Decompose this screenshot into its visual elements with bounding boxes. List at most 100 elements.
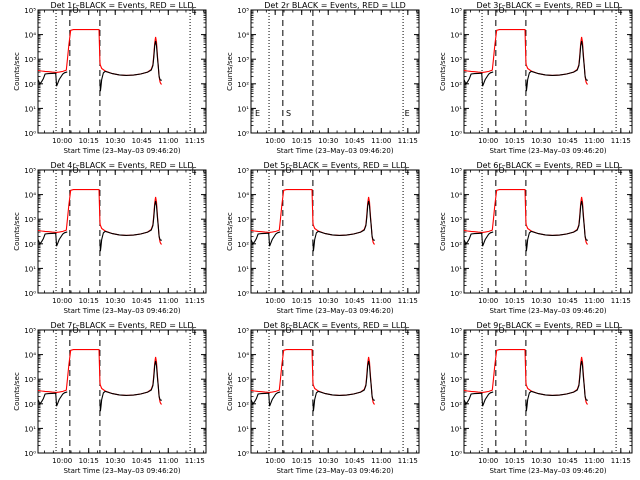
y-tick-label: 10⁰ <box>237 130 249 138</box>
x-tick-label: 10:15 <box>79 297 99 305</box>
plot-frame <box>463 169 633 294</box>
x-tick-label: 10:15 <box>505 457 525 465</box>
x-axis-label: Start Time (23–May–03 09:46:20) <box>276 467 393 475</box>
y-tick-label: 10⁴ <box>450 192 462 200</box>
events-line <box>463 40 588 92</box>
y-axis-label: Counts/sec <box>226 212 234 251</box>
lld-line <box>37 189 163 245</box>
panel-title: Det 8r–BLACK = Events, RED = LLD <box>263 321 406 330</box>
y-tick-label: 10¹ <box>450 105 462 113</box>
x-tick-label: 10:00 <box>478 297 498 305</box>
x-tick-label: 10:30 <box>318 457 338 465</box>
y-tick-label: 10⁵ <box>237 167 249 175</box>
x-tick-label: 11:15 <box>185 137 205 145</box>
panel-7: Det 7r–BLACK = Events, RED = LLD 10⁰ 10¹ 10… <box>13 321 207 475</box>
marker-E: E <box>192 326 197 335</box>
y-tick-label: 10² <box>237 241 249 249</box>
x-tick-label: 10:00 <box>478 457 498 465</box>
marker-E: E <box>405 326 410 335</box>
y-tick-label: 10² <box>24 401 36 409</box>
y-axis-label: Counts/sec <box>13 372 21 411</box>
x-tick-label: 11:15 <box>398 457 418 465</box>
x-tick-label: 10:15 <box>505 137 525 145</box>
x-tick-label: 11:00 <box>158 457 178 465</box>
y-tick-label: 10² <box>24 241 36 249</box>
panel-8: Det 8r–BLACK = Events, RED = LLD 10⁰ 10¹ 10… <box>226 321 420 475</box>
y-axis-label: Counts/sec <box>439 372 447 411</box>
x-axis-label: Start Time (23–May–03 09:46:20) <box>489 467 606 475</box>
y-tick-label: 10⁰ <box>450 290 462 298</box>
y-tick-label: 10³ <box>450 376 462 384</box>
lld-line <box>250 189 376 245</box>
y-tick-label: 10⁵ <box>24 7 36 15</box>
x-tick-label: 10:45 <box>345 457 365 465</box>
y-tick-label: 10⁴ <box>237 192 249 200</box>
marker-O: O <box>72 326 78 335</box>
x-tick-label: 10:15 <box>79 137 99 145</box>
y-tick-label: 10⁴ <box>24 32 36 40</box>
plot-frame <box>37 329 207 454</box>
x-axis-label: Start Time (23–May–03 09:46:20) <box>276 147 393 155</box>
marker-O: O <box>285 326 291 335</box>
y-tick-label: 10² <box>237 81 249 89</box>
events-line <box>37 360 162 412</box>
x-tick-label: 10:45 <box>558 297 578 305</box>
y-axis-label: Counts/sec <box>13 212 21 251</box>
x-tick-label: 11:15 <box>185 297 205 305</box>
plot-frame <box>250 169 420 294</box>
panel-title: Det 6r–BLACK = Events, RED = LLD <box>476 161 619 170</box>
panel-title: Det 5r–BLACK = Events, RED = LLD <box>263 161 406 170</box>
events-line <box>463 360 588 412</box>
y-tick-label: 10¹ <box>450 265 462 273</box>
y-tick-label: 10³ <box>237 376 249 384</box>
y-tick-label: 10⁴ <box>450 32 462 40</box>
y-axis-label: Counts/sec <box>439 52 447 91</box>
x-tick-label: 11:00 <box>371 297 391 305</box>
marker-O: O <box>498 326 504 335</box>
x-tick-label: 10:45 <box>558 137 578 145</box>
marker-O: O <box>498 166 504 175</box>
y-tick-label: 10² <box>450 401 462 409</box>
y-tick-label: 10³ <box>237 56 249 64</box>
panel-title: Det 2r BLACK = Events, RED = LLD <box>264 1 406 10</box>
x-axis-label: Start Time (23–May–03 09:46:20) <box>489 307 606 315</box>
x-tick-label: 10:30 <box>531 297 551 305</box>
x-tick-label: 10:00 <box>265 457 285 465</box>
x-tick-label: 10:00 <box>478 137 498 145</box>
y-tick-label: 10⁵ <box>24 167 36 175</box>
y-tick-label: 10¹ <box>24 425 36 433</box>
y-axis-label: Counts/sec <box>439 212 447 251</box>
x-tick-label: 10:45 <box>132 457 152 465</box>
x-tick-label: 10:15 <box>505 297 525 305</box>
y-tick-label: 10³ <box>450 216 462 224</box>
x-tick-label: 11:00 <box>371 457 391 465</box>
x-tick-label: 11:00 <box>584 137 604 145</box>
x-tick-label: 10:30 <box>105 297 125 305</box>
y-tick-label: 10⁵ <box>450 7 462 15</box>
x-axis-label: Start Time (23–May–03 09:46:20) <box>63 307 180 315</box>
y-tick-label: 10⁴ <box>237 32 249 40</box>
panel-9: Det 9r–BLACK = Events, RED = LLD 10⁰ 10¹ 10… <box>439 321 633 475</box>
y-tick-label: 10⁴ <box>24 192 36 200</box>
panel-4: Det 4r–BLACK = Events, RED = LLD 10⁰ 10¹ 10… <box>13 161 207 315</box>
panel-1: Det 1r–BLACK = Events, RED = LLD 10⁰ 10¹ 10… <box>13 1 207 155</box>
x-tick-label: 10:30 <box>318 137 338 145</box>
y-tick-label: 10² <box>450 81 462 89</box>
x-tick-label: 11:00 <box>584 457 604 465</box>
panel-title: Det 4r–BLACK = Events, RED = LLD <box>50 161 193 170</box>
y-tick-label: 10⁰ <box>450 450 462 458</box>
y-tick-label: 10³ <box>24 216 36 224</box>
x-axis-label: Start Time (23–May–03 09:46:20) <box>276 307 393 315</box>
x-axis-label: Start Time (23–May–03 09:46:20) <box>489 147 606 155</box>
x-tick-label: 11:15 <box>611 297 631 305</box>
y-tick-label: 10³ <box>24 56 36 64</box>
x-axis-label: Start Time (23–May–03 09:46:20) <box>63 467 180 475</box>
panel-2: Det 2r BLACK = Events, RED = LLD 10⁰ 10¹ 10… <box>226 1 420 155</box>
y-tick-label: 10⁰ <box>24 290 36 298</box>
x-tick-label: 11:15 <box>611 457 631 465</box>
y-tick-label: 10⁵ <box>450 167 462 175</box>
events-line <box>37 200 162 252</box>
y-tick-label: 10⁵ <box>237 327 249 335</box>
x-axis-label: Start Time (23–May–03 09:46:20) <box>63 147 180 155</box>
